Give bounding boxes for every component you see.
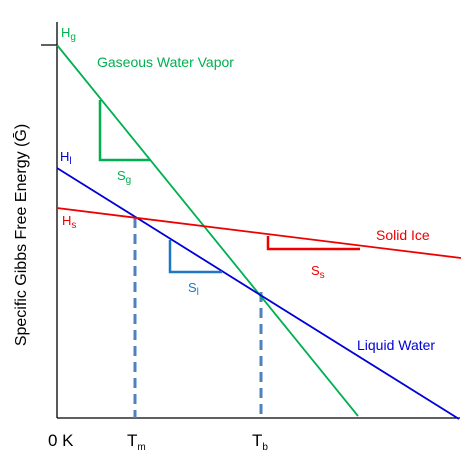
tb-label: Tb bbox=[252, 431, 268, 453]
liquid-slope-triangle bbox=[168, 240, 222, 274]
vapor-slope-triangle bbox=[98, 100, 150, 162]
liquid-line bbox=[56, 167, 460, 420]
tm-label: Tm bbox=[127, 431, 146, 453]
liquid-name-label: Liquid Water bbox=[357, 337, 435, 353]
origin-label: 0 K bbox=[48, 431, 74, 450]
solid-line bbox=[56, 207, 462, 259]
solid-name-label: Solid Ice bbox=[376, 227, 430, 243]
hg-label: Hg bbox=[61, 25, 76, 43]
hs-label: Hs bbox=[62, 213, 76, 231]
hl-label: Hl bbox=[60, 149, 72, 167]
vapor-name-label: Gaseous Water Vapor bbox=[97, 54, 234, 70]
sg-label: Sg bbox=[117, 168, 131, 186]
solid-slope-triangle bbox=[266, 236, 360, 251]
vapor-line bbox=[56, 44, 359, 417]
y-axis-label: Specific Gibbs Free Energy (Ḡ) bbox=[12, 124, 30, 346]
ss-label: Ss bbox=[311, 263, 325, 281]
sl-label: Sl bbox=[188, 280, 199, 298]
